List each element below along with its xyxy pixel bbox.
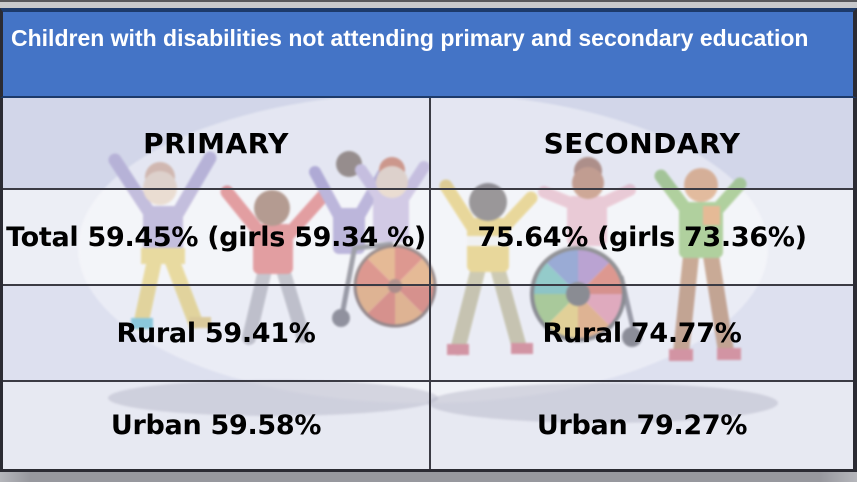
column-header-primary: PRIMARY <box>3 98 431 190</box>
slide-bottom-edge <box>0 472 857 482</box>
statistics-table: PRIMARY SECONDARY Total 59.45% (girls 59… <box>0 98 857 472</box>
title-banner: Children with disabilities not attending… <box>0 8 857 98</box>
column-header-secondary: SECONDARY <box>431 98 853 190</box>
cell-secondary-urban: Urban 79.27% <box>536 410 748 441</box>
table-grid: PRIMARY SECONDARY Total 59.45% (girls 59… <box>3 98 853 469</box>
cell-primary-urban: Urban 59.58% <box>3 382 431 469</box>
cell-secondary-total: 75.64% (girls 73.36%) <box>431 190 853 286</box>
cell-secondary-rural: Rural 74.77% <box>431 286 853 382</box>
slide-top-edge <box>0 0 857 8</box>
cell-primary-rural: Rural 59.41% <box>3 286 431 382</box>
page-title: Children with disabilities not attending… <box>11 25 809 51</box>
cell-primary-total: Total 59.45% (girls 59.34 %) <box>3 190 431 286</box>
